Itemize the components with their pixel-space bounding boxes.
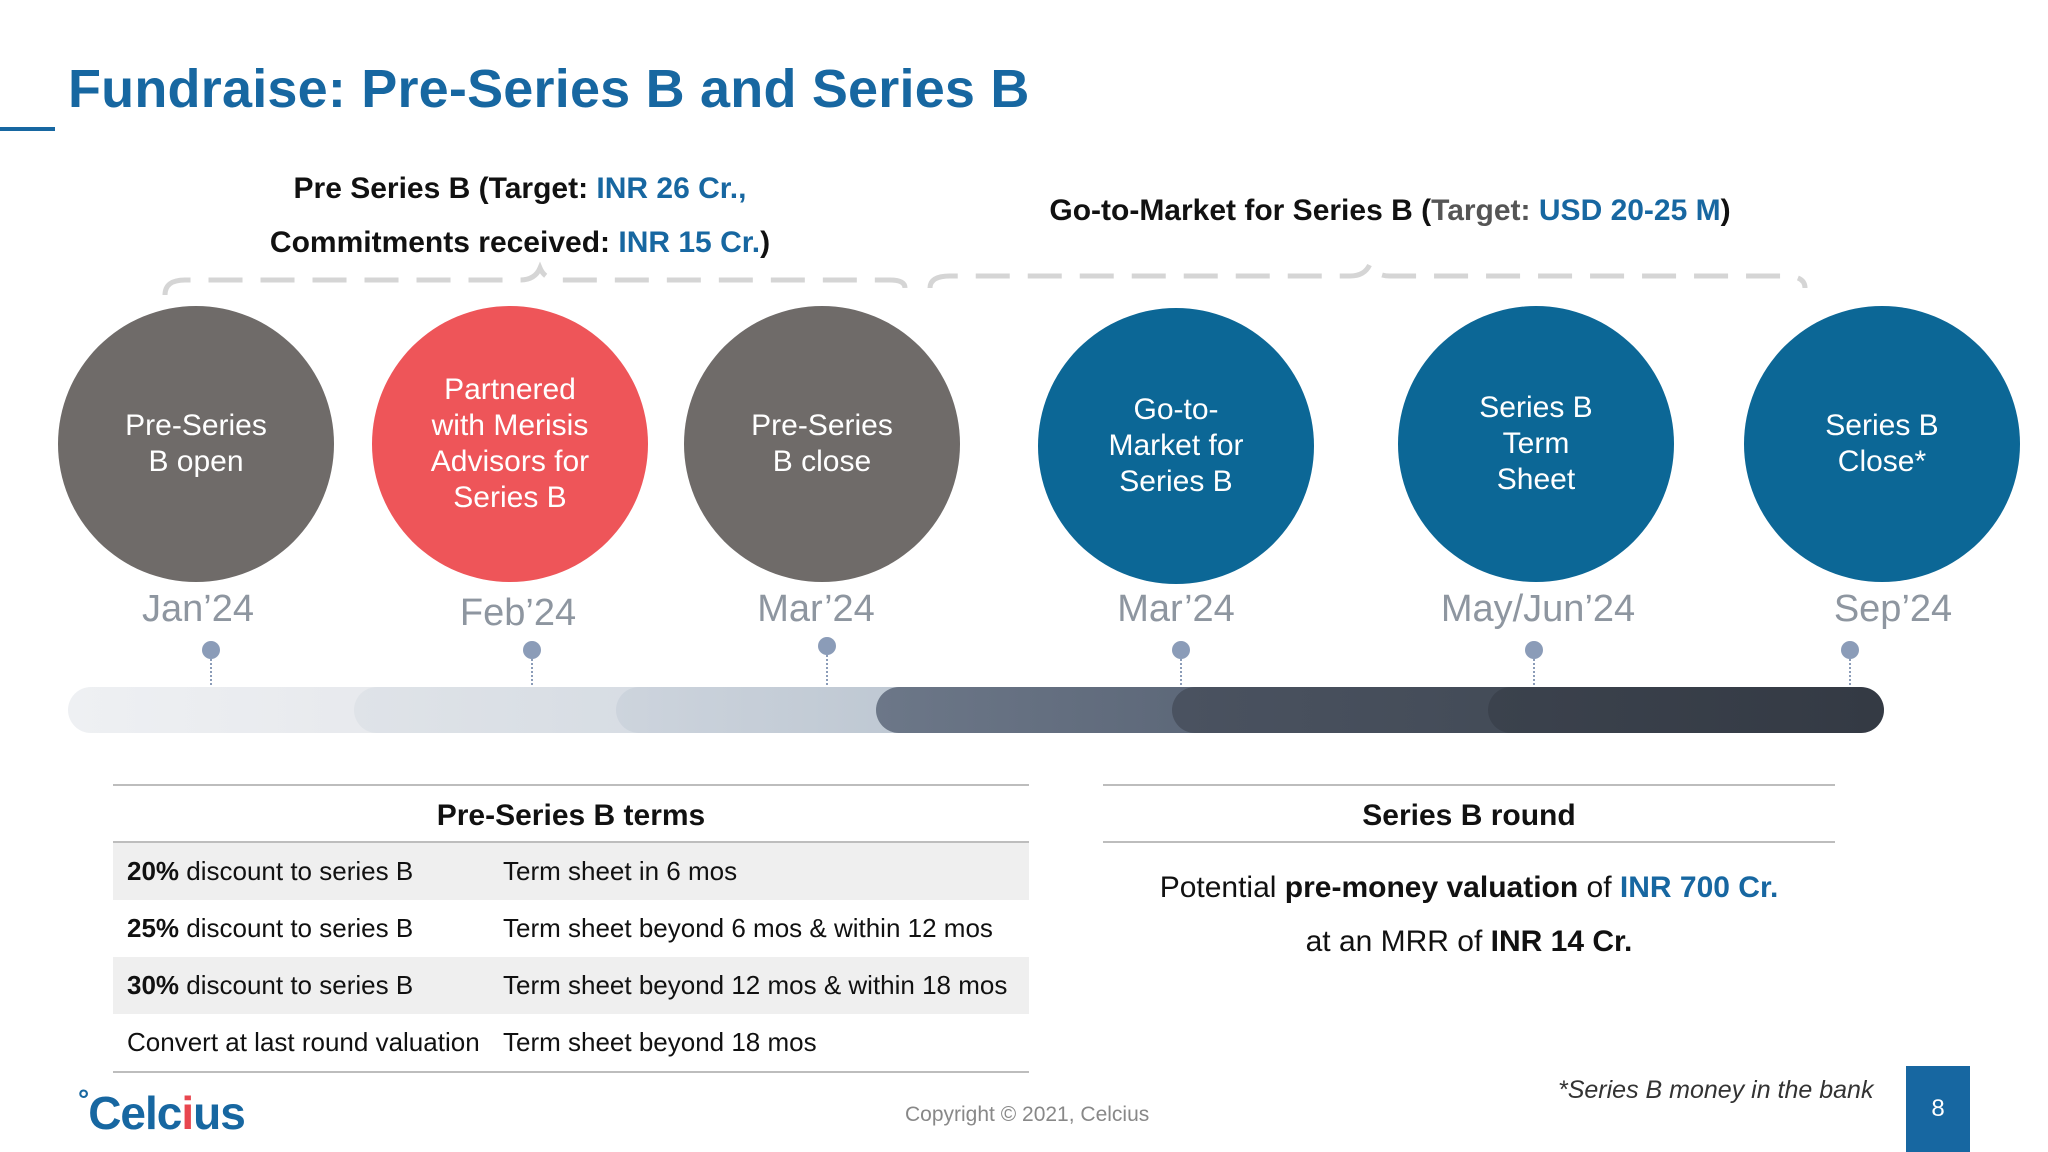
- milestone-date: Feb’24: [459, 592, 577, 634]
- copyright: Copyright © 2021, Celcius: [905, 1103, 1150, 1126]
- term-cell: Term sheet beyond 12 mos & within 18 mos: [503, 970, 1008, 1000]
- milestone-label: Go-to- Market for Series B: [1108, 393, 1244, 498]
- milestone-date: Jan’24: [142, 588, 254, 630]
- term-cell: Term sheet beyond 6 mos & within 12 mos: [503, 913, 993, 943]
- title-accent-rule: [0, 127, 55, 131]
- logo-part: Celc: [88, 1087, 182, 1139]
- discount-text: discount to series B: [179, 970, 414, 1000]
- timeline-dot: [1525, 641, 1543, 659]
- discount-value: 30%: [127, 970, 180, 1000]
- gtm-brace: [927, 257, 1808, 289]
- discount-cell: Convert at last round valuation: [113, 1027, 503, 1058]
- milestone-date: Mar’24: [1117, 588, 1235, 630]
- page-title: Fundraise: Pre-Series B and Series B: [68, 59, 1030, 119]
- timeline-connector: [1849, 659, 1851, 697]
- valuation-line: Potential pre-money valuation of INR 700…: [1103, 861, 1835, 915]
- timeline-dot: [1841, 641, 1859, 659]
- mrr-value: INR 14 Cr.: [1490, 925, 1633, 958]
- commitments-close-paren: ): [760, 226, 771, 259]
- table-row: 25% discount to series B Term sheet beyo…: [113, 900, 1029, 957]
- milestone-date: Mar’24: [757, 588, 875, 630]
- table-title: Pre-Series B terms: [436, 799, 706, 832]
- valuation-value: INR 700 Cr.: [1619, 871, 1779, 904]
- timeline-segment: [354, 687, 674, 733]
- timeline-segment: [1172, 687, 1532, 733]
- term-cell: Term sheet in 6 mos: [503, 856, 738, 886]
- gtm-label: Go-to-Market for Series B (: [1049, 194, 1432, 227]
- milestone-label: Partnered with Merisis Advisors for Seri…: [430, 373, 590, 514]
- pre-series-b-target-label: Pre Series B (Target:: [293, 172, 597, 205]
- table-header-rule: [113, 841, 1029, 843]
- milestone-circle-gtm-series-b: Go-to- Market for Series B: [1038, 308, 1314, 584]
- discount-text: Convert at last round valuation: [127, 1027, 480, 1057]
- milestone-date: May/Jun’24: [1440, 588, 1636, 630]
- table-row: Convert at last round valuation Term she…: [113, 1014, 1029, 1071]
- timeline-connector: [1533, 659, 1535, 697]
- phase-braces: [162, 257, 1808, 296]
- valuation-prefix: Potential: [1159, 871, 1285, 904]
- logo-degree: °: [78, 1084, 89, 1115]
- discount-text: discount to series B: [179, 913, 414, 943]
- timeline-connector: [531, 659, 533, 697]
- timeline-connector: [210, 659, 212, 697]
- commitments-value: INR 15 Cr.: [618, 226, 761, 259]
- gtm-series-b-header: Go-to-Market for Series B (Target: USD 2…: [1000, 194, 1780, 228]
- gtm-target-value: USD 20-25 M: [1538, 194, 1721, 227]
- footnote: *Series B money in the bank: [1558, 1076, 1874, 1104]
- discount-cell: 20% discount to series B: [113, 856, 503, 887]
- timeline-connector: [1180, 659, 1182, 697]
- term-cell: Term sheet beyond 18 mos: [503, 1027, 817, 1057]
- timeline-dot: [523, 641, 541, 659]
- milestone-date: Sep’24: [1833, 588, 1953, 630]
- discount-cell: 25% discount to series B: [113, 913, 503, 944]
- table-top-rule: [113, 784, 1029, 786]
- timeline-segment: [1488, 687, 1884, 733]
- panel-title: Series B round: [1362, 799, 1576, 832]
- milestone-circle-pre-series-b-close: Pre-Series B close: [684, 306, 960, 582]
- timeline-segment: [616, 687, 946, 733]
- timeline-segment: [68, 687, 438, 733]
- table-row: 30% discount to series B Term sheet beyo…: [113, 957, 1029, 1014]
- celcius-logo: °Celcius: [78, 1084, 246, 1140]
- milestone-circle-partnered-merisis: Partnered with Merisis Advisors for Seri…: [372, 306, 648, 582]
- page-number: 8: [1906, 1066, 1970, 1152]
- panel-top-rule: [1103, 784, 1835, 786]
- milestone-label: Series B Term Sheet: [1479, 391, 1593, 496]
- discount-value: 25%: [127, 913, 180, 943]
- mrr-line: at an MRR of INR 14 Cr.: [1103, 915, 1835, 969]
- logo-thermometer-i: i: [181, 1087, 194, 1139]
- discount-cell: 30% discount to series B: [113, 970, 503, 1001]
- discount-value: 20%: [127, 856, 180, 886]
- milestone-label: Series B Close*: [1825, 409, 1939, 478]
- timeline-bar: [68, 687, 1884, 733]
- milestone-circle-series-b-term-sheet: Series B Term Sheet: [1398, 306, 1674, 582]
- timeline-dot: [1172, 641, 1190, 659]
- table-row: 20% discount to series B Term sheet in 6…: [113, 843, 1029, 900]
- pre-series-b-header: Pre Series B (Target: INR 26 Cr., Commit…: [250, 162, 790, 270]
- series-b-round-panel: Series B round Potential pre-money valua…: [1103, 784, 1835, 969]
- gtm-target-label: Target:: [1431, 194, 1539, 227]
- pre-series-b-target-value: INR 26 Cr.,: [596, 172, 747, 205]
- page-number-text: 8: [1931, 1095, 1945, 1122]
- milestone-label: Pre-Series B close: [751, 409, 893, 478]
- commitments-label: Commitments received:: [269, 226, 619, 259]
- milestone-circle-pre-series-b-open: Pre-Series B open: [58, 306, 334, 582]
- timeline-dot: [818, 637, 836, 655]
- gtm-close-paren: ): [1720, 194, 1731, 227]
- valuation-of: of: [1578, 871, 1620, 904]
- table-bottom-rule: [113, 1071, 1029, 1073]
- valuation-label: pre-money valuation: [1284, 871, 1579, 904]
- panel-header-rule: [1103, 841, 1835, 843]
- timeline-segment: [876, 687, 1236, 733]
- mrr-prefix: at an MRR of: [1305, 925, 1491, 958]
- timeline-connector: [826, 655, 828, 693]
- milestone-label: Pre-Series B open: [125, 409, 267, 478]
- milestone-circle-series-b-close: Series B Close*: [1744, 306, 2020, 582]
- pre-series-b-brace: [162, 261, 908, 296]
- timeline-dot: [202, 641, 220, 659]
- logo-part: us: [193, 1087, 246, 1139]
- discount-text: discount to series B: [179, 856, 414, 886]
- pre-series-b-terms-table: Pre-Series B terms 20% discount to serie…: [113, 784, 1029, 1073]
